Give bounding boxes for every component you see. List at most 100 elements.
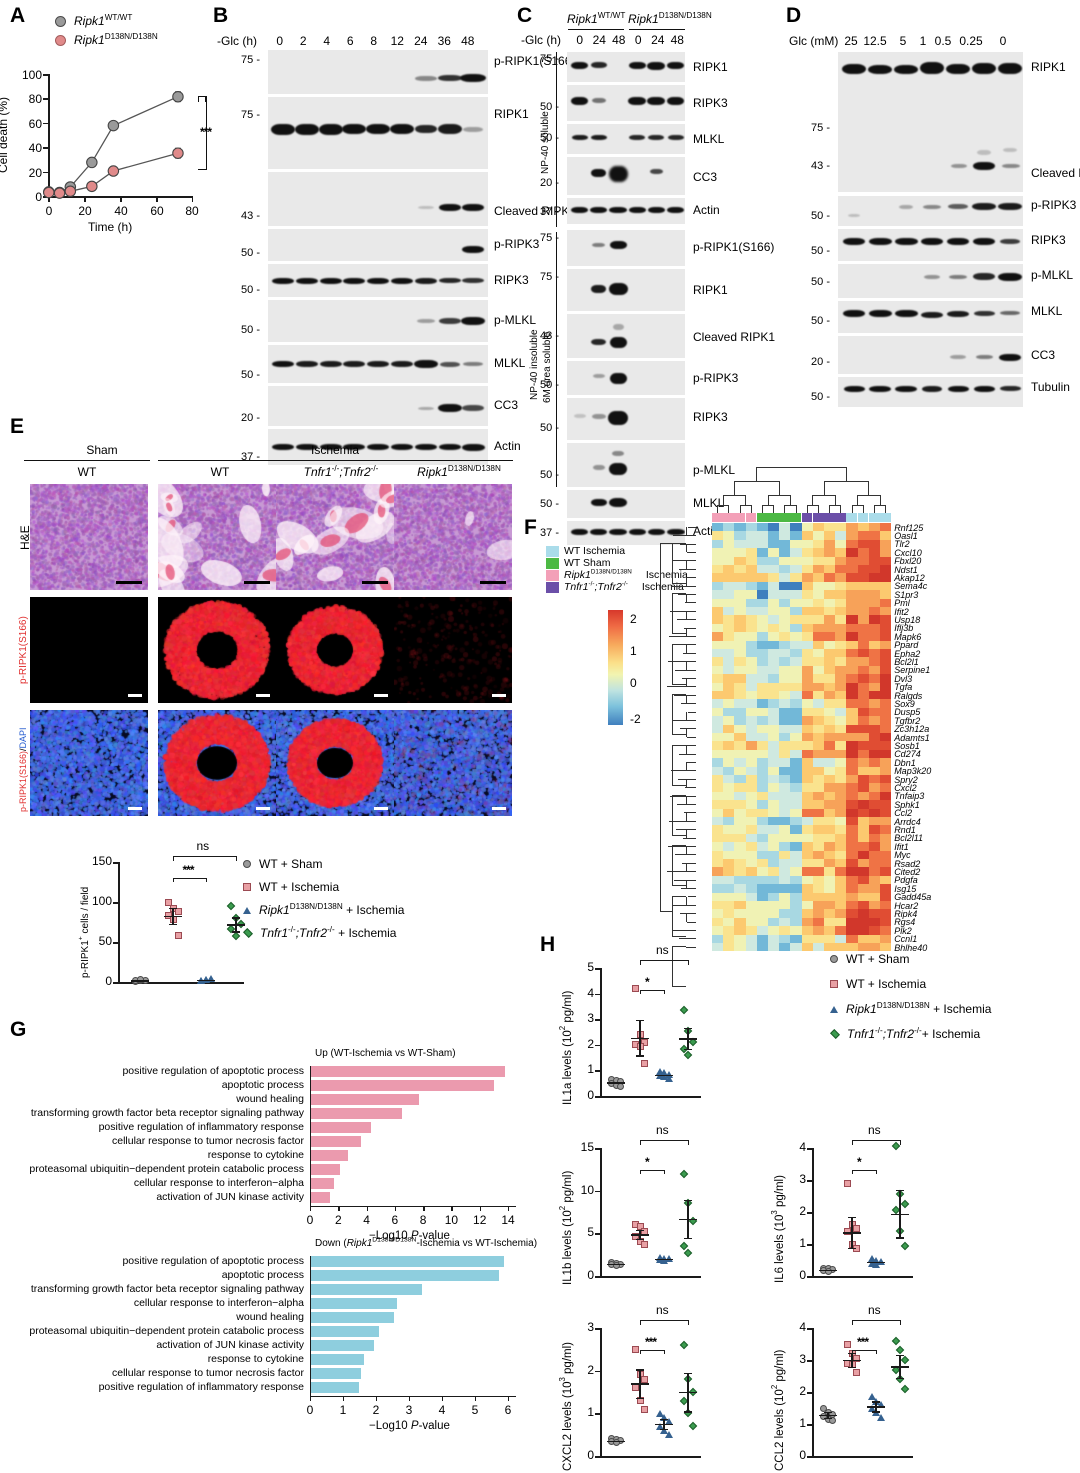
dendrogram-segment [686,762,696,763]
heatmap-cell [824,523,835,531]
heatmap-cell [779,624,790,632]
sig-label: *** [857,1335,868,1349]
heatmap-cell [869,775,880,783]
column-group-swatch [723,513,734,522]
blot-band [974,386,995,392]
blot-label: RIPK1 [1031,60,1066,74]
heatmap-cell [757,531,768,539]
dendrogram-segment [669,636,696,637]
heatmap-cell [768,590,779,598]
heatmap-cell [858,557,869,565]
heatmap-cell [723,683,734,691]
blot-band [319,124,343,135]
heatmap-cell [723,573,734,581]
bar [311,1136,361,1147]
error-cap [232,931,240,932]
lane-label: 2 [292,34,316,48]
heatmap-cell [880,691,891,699]
heatmap-cell [734,615,745,623]
bar [311,1340,374,1351]
legend-swatch [546,558,559,569]
heatmap-cell [835,884,846,892]
bar [311,1178,334,1189]
blot-band [610,373,627,384]
data-point [688,1422,696,1430]
blot-band [976,355,993,359]
heatmap-cell [746,767,757,775]
heatmap-cell [757,649,768,657]
heatmap-cell [869,683,880,691]
blot-band [418,407,434,410]
dendrogram-segment [796,505,797,510]
error-cap [684,1411,692,1412]
column-group-swatch [846,513,857,522]
sig-bracket [852,1320,900,1321]
blot-band [999,354,1021,361]
micrograph-canvas [158,484,276,590]
heatmap-cell [880,750,891,758]
heatmap-cell [846,615,857,623]
heatmap-cell [779,531,790,539]
legend-item: WT Sham [546,557,688,569]
bar [311,1368,361,1379]
heatmap-cell [779,783,790,791]
micrograph-red-1 [158,597,276,703]
dendrogram-segment [728,505,729,510]
blot-label: RIPK3 [693,410,728,424]
heatmap-cell [846,716,857,724]
blot-band [629,135,645,140]
sig-tick [173,856,174,861]
heatmap-cell [779,758,790,766]
heatmap-cell [723,531,734,539]
panelF-legend: WT Ischemia WT Sham Ripk1D138N/D138N Ischem… [546,545,688,593]
heatmap-cell [846,859,857,867]
heatmap-cell [712,557,723,565]
heatmap-cell [869,666,880,674]
heatmap-cell [746,607,757,615]
heatmap-cell [712,851,723,859]
heatmap-cell [746,716,757,724]
heatmap-cell [835,876,846,884]
heatmap-cell [790,531,801,539]
heatmap-cell [802,918,813,926]
heatmap-cell [746,884,757,892]
dendrogram-segment [880,495,881,506]
heatmap-cell [813,876,824,884]
heatmap-cell [846,750,857,758]
blot-band [973,162,995,170]
blot-band [895,386,917,392]
heatmap-cell [746,918,757,926]
heatmap-cell [869,733,880,741]
heatmap-cell [858,842,869,850]
heatmap-cell [790,901,801,909]
heatmap-cell [835,683,846,691]
heatmap-cell [813,741,824,749]
error-cap [660,1429,668,1430]
panelA-legend: Ripk1WT/WT Ripk1D138N/D138N [55,14,158,47]
heatmap-cell [768,825,779,833]
data-point [679,1006,687,1014]
heatmap-cell [858,859,869,867]
blot-strip [838,196,1023,226]
heatmap-cell [813,641,824,649]
x-axis-label: −Log10 P-value [369,1420,450,1432]
error-cap [848,1217,856,1218]
blot-band [921,238,943,245]
data-point [853,1369,860,1376]
column-group-swatch [858,513,869,522]
mw-marker: 50 [230,324,260,336]
mean-line [819,1270,837,1271]
blot-label: Tubulin [1031,380,1070,394]
heatmap-cell [813,666,824,674]
data-point [684,1249,692,1257]
error-bar [687,1200,688,1238]
heatmap-cell [880,817,891,825]
heatmap-cell [768,935,779,943]
heatmap-cell [779,901,790,909]
heatmap-cell [824,825,835,833]
heatmap-cell [813,750,824,758]
heatmap-cell [858,565,869,573]
bar-category-label: cellular response to interferon−alpha [0,1177,304,1189]
heatmap-cell [802,884,813,892]
sig-label-ns: ns [868,1303,881,1317]
